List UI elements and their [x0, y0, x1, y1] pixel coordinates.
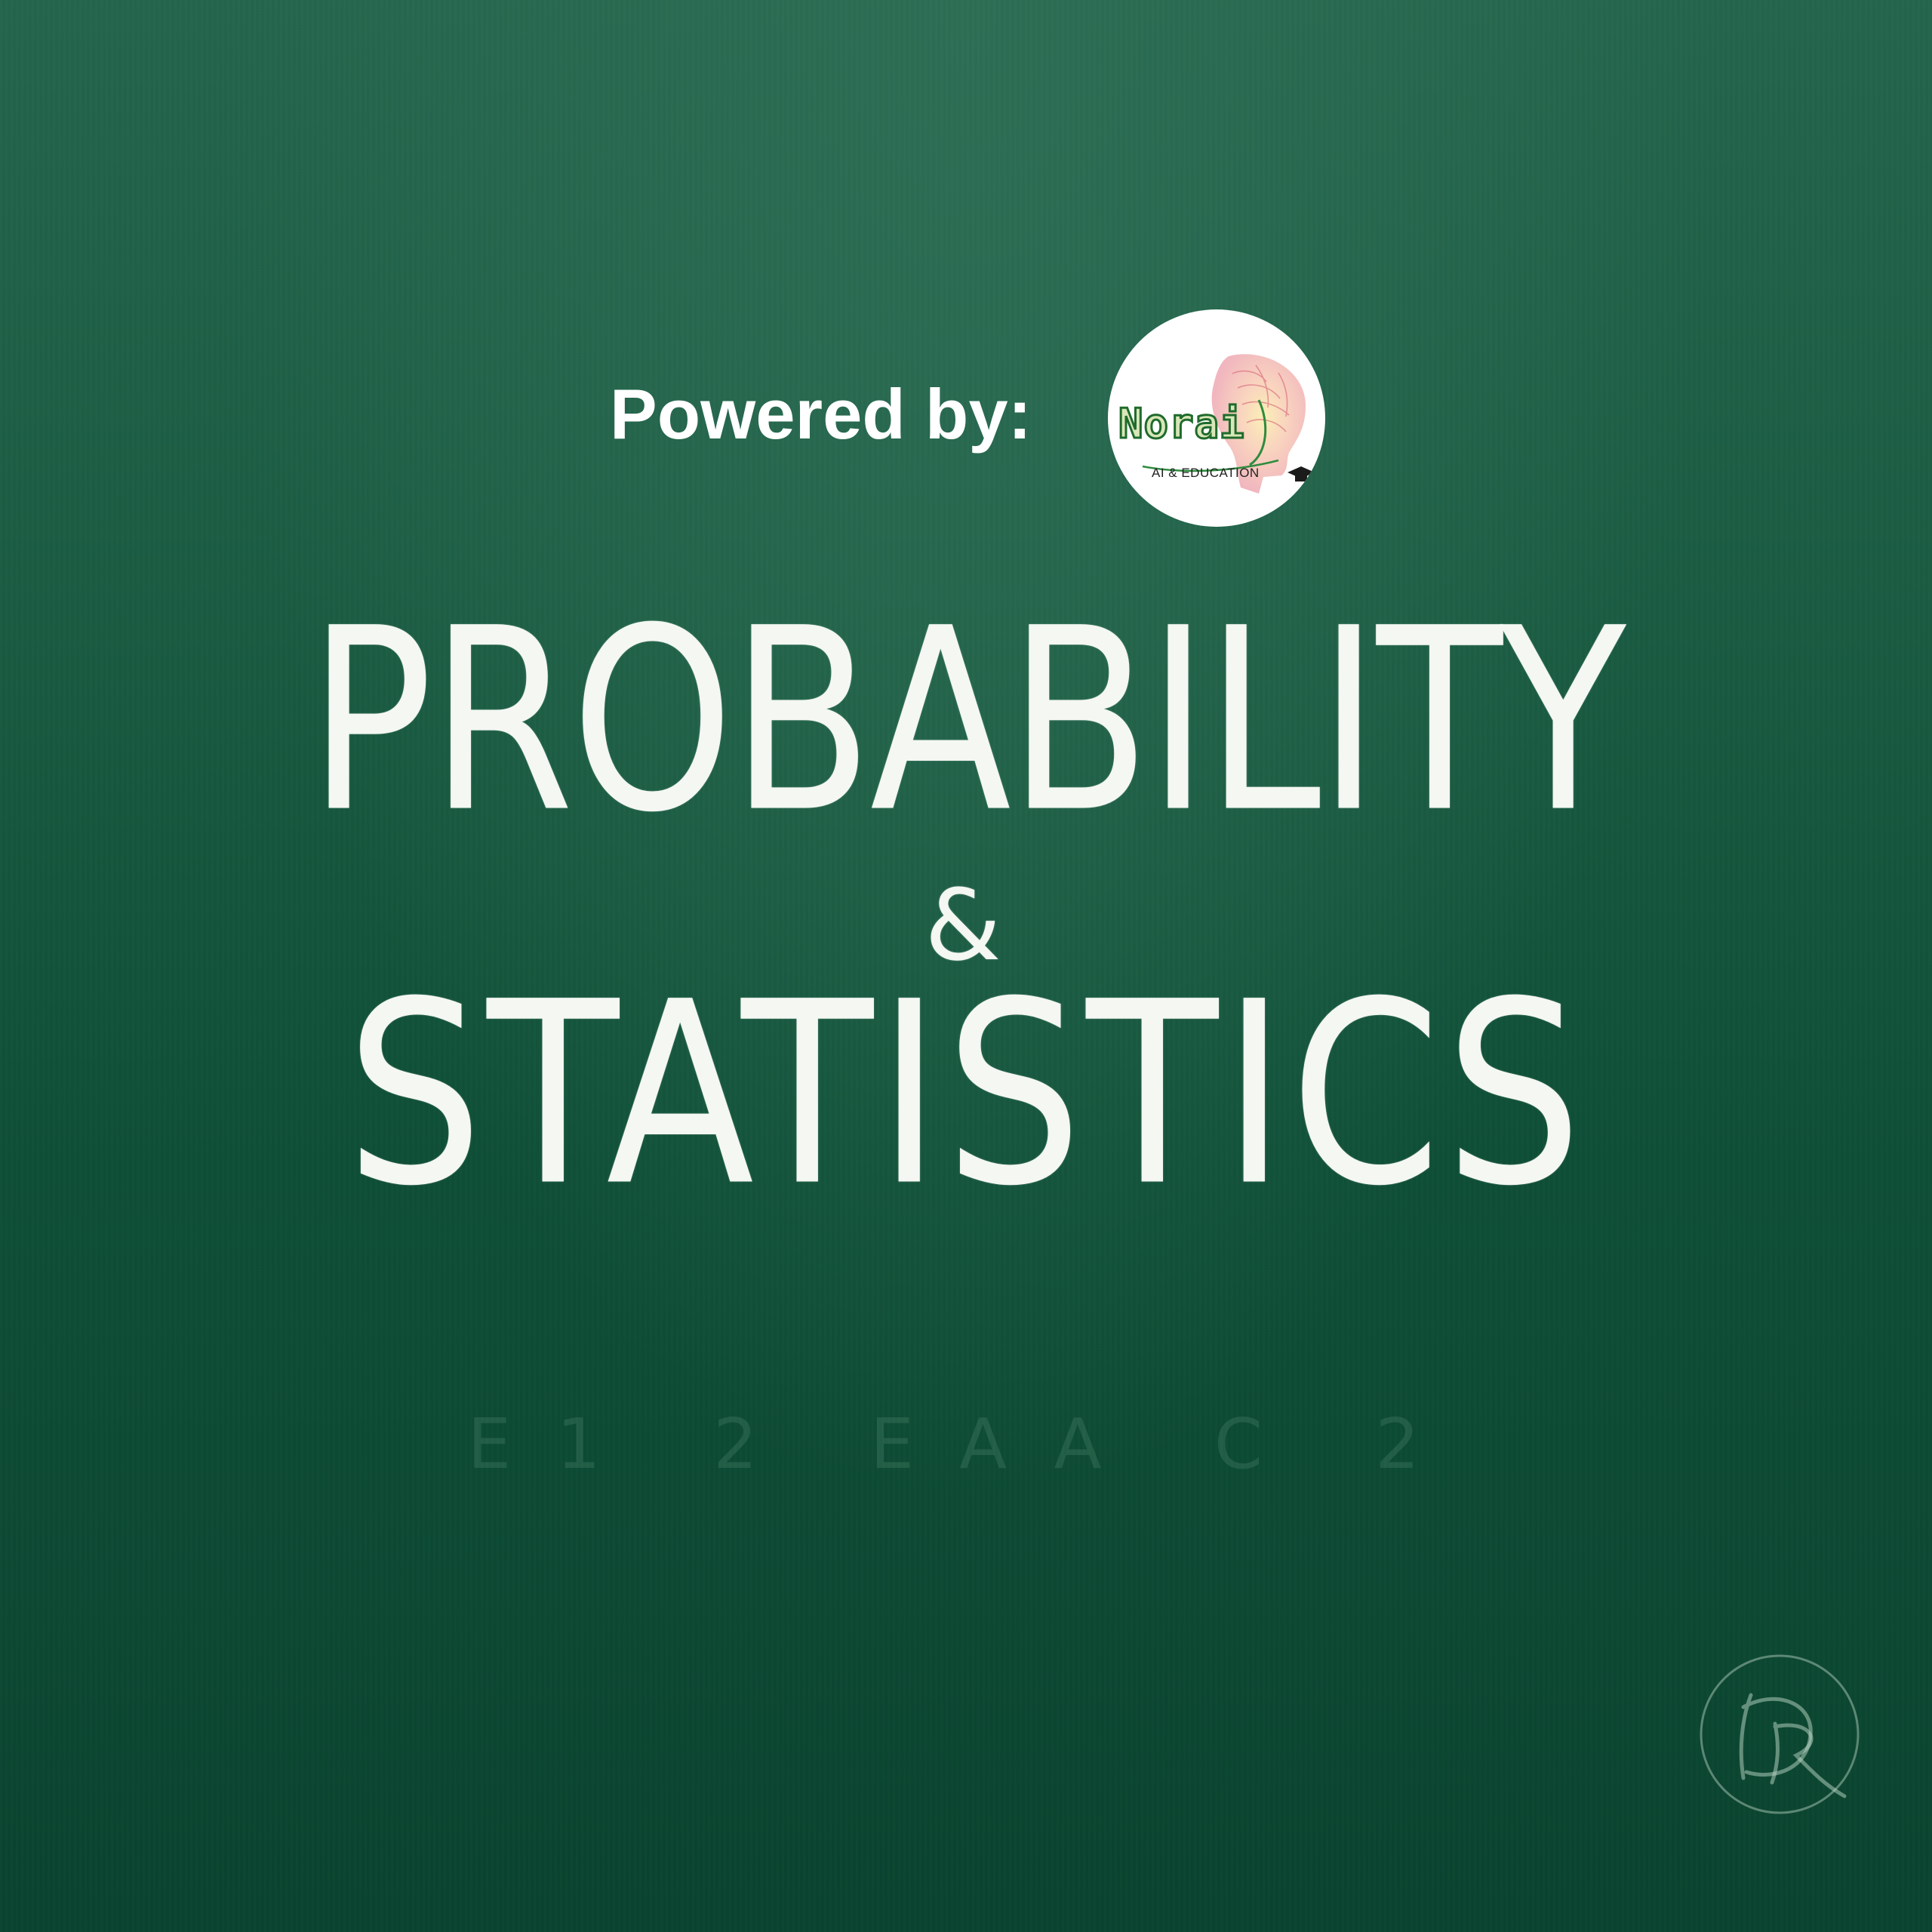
norai-logo: Norai AI & EDUCATION	[1108, 309, 1325, 527]
powered-by-label: Powered by:	[610, 374, 1032, 454]
brain-graduation-cap-icon	[1142, 354, 1315, 494]
logo-name: Norai	[1118, 399, 1246, 449]
logo-tagline: AI & EDUCATION	[1152, 466, 1260, 480]
powered-by-section: Powered by:	[0, 0, 1932, 528]
title-probability: PROBABILITY	[308, 574, 1626, 868]
faint-chalk-residue: E1 2 EAA C 2	[467, 1404, 1465, 1484]
dr-monogram-icon	[1697, 1651, 1863, 1817]
title-statistics: STATISTICS	[346, 947, 1586, 1241]
title-ampersand: &	[924, 868, 1001, 983]
